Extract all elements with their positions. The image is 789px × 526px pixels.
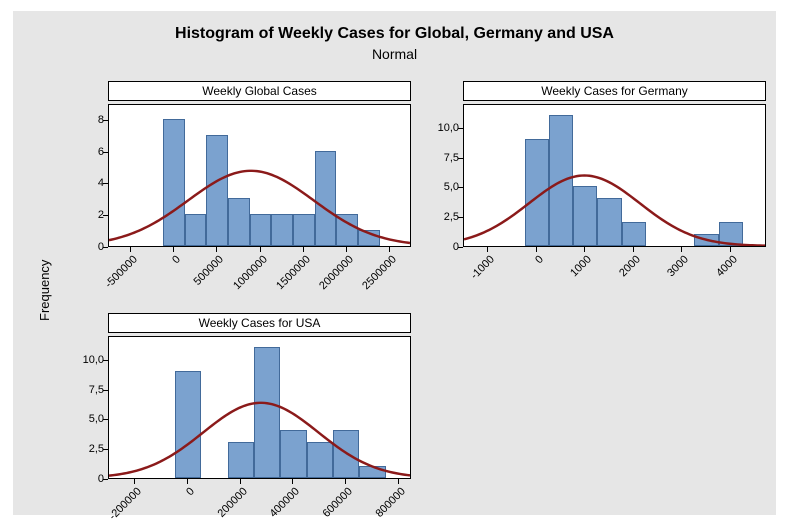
- xtick: [345, 479, 346, 484]
- panel-title: Weekly Global Cases: [108, 81, 411, 101]
- panel-germany: Weekly Cases for Germany02,55,07,510,0-1…: [463, 81, 766, 247]
- xtick-label: 3000: [664, 252, 691, 279]
- plot-area: [108, 336, 411, 479]
- xtick: [584, 247, 585, 252]
- sub-title: Normal: [13, 46, 776, 62]
- ytick-label: 0: [98, 473, 108, 485]
- ytick-label: 7,5: [444, 152, 463, 164]
- xtick-label: -1000: [467, 252, 497, 282]
- y-axis-label: Frequency: [37, 260, 52, 321]
- xtick-label: 4000: [712, 252, 739, 279]
- xtick: [216, 247, 217, 252]
- ytick-label: 5,0: [444, 181, 463, 193]
- xtick: [134, 479, 135, 484]
- ytick-label: 4: [98, 177, 108, 189]
- xtick-label: 0: [183, 484, 197, 498]
- xtick-label: -200000: [106, 484, 144, 522]
- xtick-label: -500000: [101, 252, 139, 290]
- normal-curve: [464, 105, 765, 246]
- xtick-label: 1000000: [229, 252, 269, 292]
- ytick-label: 2: [98, 209, 108, 221]
- xtick-label: 800000: [372, 484, 408, 520]
- ytick-label: 0: [98, 241, 108, 253]
- plot-area: [463, 104, 766, 247]
- xtick-label: 1000: [567, 252, 594, 279]
- panel-title: Weekly Cases for Germany: [463, 81, 766, 101]
- main-title: Histogram of Weekly Cases for Global, Ge…: [13, 25, 776, 43]
- figure-bg: Histogram of Weekly Cases for Global, Ge…: [13, 11, 776, 515]
- ytick-label: 2,5: [444, 211, 463, 223]
- xtick-label: 2500000: [359, 252, 399, 292]
- xtick-label: 500000: [190, 252, 226, 288]
- ytick-label: 10,0: [83, 354, 108, 366]
- ytick-label: 6: [98, 146, 108, 158]
- xtick: [487, 247, 488, 252]
- ytick-label: 5,0: [89, 413, 108, 425]
- ytick-label: 0: [453, 241, 463, 253]
- xtick: [292, 479, 293, 484]
- xtick: [389, 247, 390, 252]
- ytick-label: 8: [98, 114, 108, 126]
- xtick-label: 2000000: [316, 252, 356, 292]
- xtick: [681, 247, 682, 252]
- xtick-label: 0: [531, 252, 545, 266]
- xtick-label: 0: [169, 252, 183, 266]
- xtick-label: 200000: [214, 484, 250, 520]
- panel-global: Weekly Global Cases02468-500000050000010…: [108, 81, 411, 247]
- xtick-label: 1500000: [272, 252, 312, 292]
- normal-curve: [109, 105, 410, 246]
- plot-area: [108, 104, 411, 247]
- xtick-label: 600000: [319, 484, 355, 520]
- ytick-label: 2,5: [89, 443, 108, 455]
- xtick-label: 2000: [615, 252, 642, 279]
- xtick-label: 400000: [266, 484, 302, 520]
- panel-title: Weekly Cases for USA: [108, 313, 411, 333]
- ytick-label: 7,5: [89, 384, 108, 396]
- panel-usa: Weekly Cases for USA02,55,07,510,0-20000…: [108, 313, 411, 479]
- normal-curve: [109, 337, 410, 478]
- ytick-label: 10,0: [438, 122, 463, 134]
